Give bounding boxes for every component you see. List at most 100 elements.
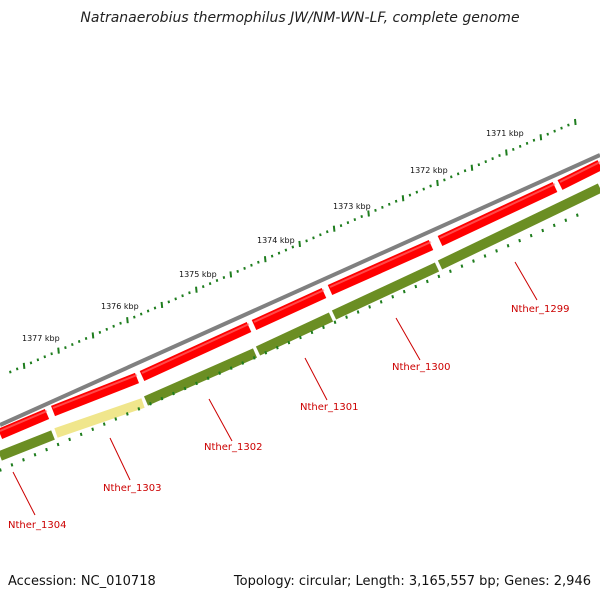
inner-tick bbox=[425, 279, 429, 284]
inner-tick bbox=[137, 407, 141, 411]
scale-tick-major bbox=[126, 317, 129, 324]
gene-segment bbox=[255, 312, 334, 356]
scale-tick-minor bbox=[284, 248, 288, 252]
scale-tick-major bbox=[263, 256, 267, 263]
inner-tick bbox=[449, 269, 452, 274]
inner-tick bbox=[483, 254, 487, 258]
gene-label[interactable]: Nther_1302 bbox=[204, 442, 262, 453]
map-title: Natranaerobius thermophilus JW/NM-WN-LF,… bbox=[80, 10, 520, 26]
scale-tick-minor bbox=[429, 184, 432, 188]
inner-tick bbox=[552, 223, 556, 228]
inner-tick bbox=[506, 244, 510, 248]
gene-label[interactable]: Nther_1301 bbox=[300, 402, 358, 413]
inner-ticks bbox=[0, 213, 579, 472]
inner-tick bbox=[195, 381, 198, 386]
inner-tick bbox=[33, 452, 37, 457]
inner-tick bbox=[10, 463, 14, 467]
inner-tick bbox=[91, 427, 95, 431]
inner-tick bbox=[0, 468, 2, 472]
scale-tick-minor bbox=[381, 205, 384, 209]
scale-tick-minor bbox=[64, 346, 67, 350]
scale-tick-minor bbox=[498, 154, 501, 158]
inner-tick bbox=[299, 335, 302, 340]
inner-tick bbox=[183, 386, 187, 391]
scale-tick-minor bbox=[415, 190, 419, 194]
inner-tick bbox=[564, 218, 568, 223]
scale-tick-major bbox=[160, 301, 164, 309]
gene-leader-line bbox=[395, 317, 421, 361]
cds-segment bbox=[0, 408, 50, 440]
scale-tick-minor bbox=[257, 260, 260, 264]
cds-segment bbox=[557, 160, 600, 190]
scale-tick-minor bbox=[512, 147, 515, 151]
scale-tick-minor bbox=[560, 126, 563, 130]
scale-tick-minor bbox=[174, 297, 177, 301]
inner-tick bbox=[322, 325, 325, 330]
gene-label[interactable]: Nther_1304 bbox=[8, 520, 66, 531]
gene-label[interactable]: Nther_1300 bbox=[392, 362, 450, 373]
scale-tick-minor bbox=[29, 361, 33, 365]
scale-tick-major bbox=[298, 240, 301, 248]
cds-highlight bbox=[559, 161, 600, 183]
scale-tick-minor bbox=[222, 276, 226, 279]
scale-tick-major bbox=[91, 332, 95, 339]
scale-tick-minor bbox=[374, 208, 377, 212]
inner-tick bbox=[160, 396, 164, 401]
scale-tick-major bbox=[470, 164, 474, 171]
cds-highlight bbox=[141, 323, 250, 374]
inner-tick bbox=[206, 376, 210, 381]
scale-tick-minor bbox=[346, 221, 350, 225]
scale-label: 1371 kbp bbox=[486, 129, 524, 138]
gene-leader-line bbox=[514, 261, 538, 301]
scale-tick-minor bbox=[546, 132, 550, 136]
scale-tick-minor bbox=[450, 175, 453, 179]
scale-tick-minor bbox=[36, 358, 40, 362]
scale-tick-minor bbox=[360, 215, 363, 218]
scale-tick-minor bbox=[43, 355, 47, 359]
scale-labels: 1371 kbp 1372 kbp 1373 kbp 1374 kbp 1375 kbp… bbox=[22, 129, 524, 343]
scale-label: 1376 kbp bbox=[101, 302, 139, 311]
scale-tick-minor bbox=[112, 324, 115, 328]
scale-tick-minor bbox=[567, 123, 570, 127]
cds-highlight bbox=[329, 241, 432, 288]
cds-highlight bbox=[0, 410, 48, 432]
gene-leader-line bbox=[208, 398, 233, 442]
inner-tick bbox=[368, 305, 371, 309]
inner-tick bbox=[437, 274, 441, 279]
scale-tick-minor bbox=[15, 367, 19, 371]
scale-tick-major bbox=[195, 286, 198, 293]
scale-tick-major bbox=[401, 195, 405, 202]
scale-tick-minor bbox=[525, 141, 529, 145]
gene-leader-line bbox=[12, 471, 36, 516]
cds-highlight bbox=[52, 374, 138, 409]
scale-tick-minor bbox=[387, 202, 391, 206]
scale-tick-major bbox=[22, 362, 26, 370]
scale-tick-major bbox=[229, 271, 233, 278]
scale-tick-minor bbox=[518, 144, 522, 148]
scale-tick-minor bbox=[167, 300, 171, 304]
scale-tick-minor bbox=[484, 160, 487, 164]
scale-tick-minor bbox=[270, 254, 274, 258]
scale-tick-minor bbox=[105, 327, 109, 331]
scale-tick-minor bbox=[98, 330, 102, 334]
inner-tick bbox=[218, 371, 221, 375]
scale-tick-minor bbox=[491, 157, 494, 161]
scale-tick-minor bbox=[50, 352, 53, 356]
gene-leader-line bbox=[304, 357, 328, 401]
inner-tick bbox=[472, 259, 475, 263]
inner-tick bbox=[125, 412, 129, 416]
genome-backbone bbox=[0, 153, 600, 427]
gene-label[interactable]: Nther_1303 bbox=[103, 483, 161, 494]
scale-tick-major bbox=[332, 225, 336, 232]
scale-tick-major bbox=[57, 347, 60, 354]
inner-tick bbox=[356, 310, 360, 314]
cds-segment bbox=[50, 372, 140, 417]
scale-label: 1377 kbp bbox=[22, 334, 60, 343]
gene-label[interactable]: Nther_1299 bbox=[511, 304, 569, 315]
scale-tick-minor bbox=[339, 224, 343, 228]
cds-track bbox=[0, 160, 600, 440]
inner-tick bbox=[275, 345, 279, 350]
scale-tick-minor bbox=[443, 178, 446, 182]
inner-tick bbox=[149, 401, 152, 406]
scale-tick-minor bbox=[250, 263, 253, 267]
